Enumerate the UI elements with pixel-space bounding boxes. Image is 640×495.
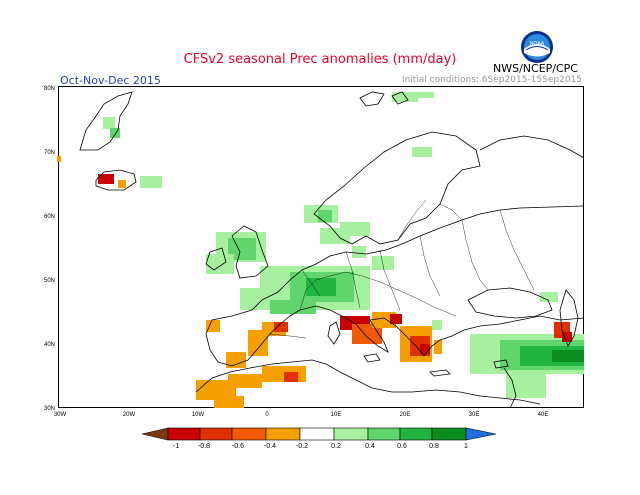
colorbar-bin-8 (399, 427, 433, 441)
lon-label-20w: 20W (123, 412, 136, 418)
colorbar-label-5: 0.2 (331, 443, 341, 450)
colorbar-label-1: -0.8 (198, 443, 210, 450)
lon-labels: 30W 20W 10W 0 10E 20E 30E 40E (54, 412, 549, 418)
lat-label-60: 60N (44, 214, 55, 220)
lon-label-0: 0 (265, 412, 269, 418)
colorbar-bin-2 (199, 427, 233, 441)
colorbar-label-0: -1 (173, 443, 179, 450)
dry-anomaly-cells (57, 156, 572, 408)
map-frame (58, 86, 584, 408)
lat-label-80: 80N (44, 86, 55, 92)
lat-label-40: 40N (44, 342, 55, 348)
lat-labels: 80N 70N 60N 50N 40N 30N (44, 86, 55, 412)
colorbar-high-arrow (465, 427, 497, 441)
lat-label-70: 70N (44, 150, 55, 156)
colorbar-label-2: -0.6 (232, 443, 244, 450)
colorbar-bin-6 (333, 427, 369, 441)
lon-label-10w: 10W (192, 412, 205, 418)
lon-label-30e: 30E (469, 412, 480, 418)
colorbar-low-arrow (141, 427, 169, 441)
lon-label-30w: 30W (54, 412, 67, 418)
initial-conditions: Initial conditions: 6Sep2015-15Sep2015 (401, 75, 582, 85)
colorbar-bin-7 (367, 427, 401, 441)
colorbar-label-8: 0.8 (429, 443, 439, 450)
lon-label-20e: 20E (400, 412, 411, 418)
colorbar-bin-3 (231, 427, 267, 441)
agency-label: NWS/NCEP/CPC (493, 62, 578, 75)
colorbar-label-6: 0.4 (365, 443, 375, 450)
colorbar-labels: -1 -0.8 -0.6 -0.4 -0.2 0.2 0.4 0.6 0.8 1 (173, 443, 468, 450)
borders (269, 199, 535, 339)
colorbar-label-4: -0.2 (296, 443, 308, 450)
chart-title: CFSv2 seasonal Prec anomalies (mm/day) (183, 52, 457, 67)
lon-label-10e: 10E (331, 412, 342, 418)
lat-label-30: 30N (44, 406, 55, 412)
colorbar-label-3: -0.4 (264, 443, 276, 450)
colorbar-bin-5 (299, 427, 335, 441)
lat-label-50: 50N (44, 278, 55, 284)
colorbar-label-7: 0.6 (397, 443, 407, 450)
coastlines (79, 91, 585, 409)
lon-label-40e: 40E (538, 412, 549, 418)
period-label: Oct-Nov-Dec 2015 (60, 74, 161, 87)
colorbar-bin-9 (431, 427, 467, 441)
noaa-logo: NOAA (521, 31, 553, 63)
noaa-logo-text: NOAA (530, 41, 545, 47)
colorbar-bin-1 (167, 427, 201, 441)
colorbar-bin-4 (265, 427, 301, 441)
colorbar-label-9: 1 (464, 443, 468, 450)
colorbar (141, 427, 497, 441)
